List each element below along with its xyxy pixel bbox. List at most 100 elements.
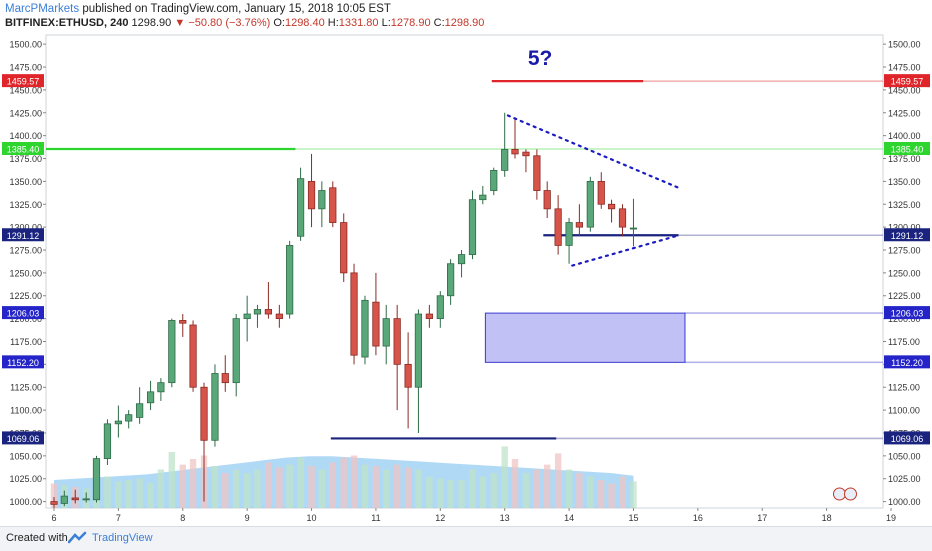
y-tick-label-right: 1250.00 xyxy=(888,268,921,278)
volume-bar xyxy=(598,480,605,508)
close-label: C: xyxy=(433,17,445,29)
y-tick-label-left: 1450.00 xyxy=(9,85,42,95)
volume-bar xyxy=(576,473,583,508)
candle-body xyxy=(136,403,144,418)
ohlc-line: BITFINEX:ETHUSD, 240 1298.90 ▼ −50.80 (−… xyxy=(5,17,484,29)
y-tick-label-left: 1375.00 xyxy=(9,154,42,164)
volume-bar xyxy=(543,464,551,508)
candle-body xyxy=(286,245,294,315)
candle-body xyxy=(189,324,197,388)
x-tick-label: 11 xyxy=(371,513,380,523)
low-label: L: xyxy=(381,17,391,29)
candle-body xyxy=(468,199,477,255)
footer: Created with TradingView xyxy=(0,526,932,551)
candle-body xyxy=(92,458,101,501)
level-price-label-left: 1291.12 xyxy=(7,231,40,241)
y-tick-label-left: 1425.00 xyxy=(9,108,42,118)
candle-body xyxy=(511,148,519,155)
candle-body xyxy=(146,391,155,404)
volume-bar xyxy=(254,469,261,508)
price-chart[interactable]: 1000.00 1000.00 1025.00 1025.00 1050.00 1050.… xyxy=(0,30,932,526)
candle-body xyxy=(50,501,58,505)
x-tick-label: 10 xyxy=(307,513,317,523)
volume-bar xyxy=(157,469,165,508)
y-tick-label-left: 1050.00 xyxy=(9,451,42,461)
candle-body xyxy=(275,313,283,320)
x-tick-label: 19 xyxy=(886,513,896,523)
volume-bar xyxy=(554,453,562,508)
down-arrow-icon: ▼ xyxy=(174,17,186,29)
open-value: 1298.40 xyxy=(284,17,325,29)
y-tick-label-right: 1350.00 xyxy=(888,177,921,187)
candle-body xyxy=(114,420,122,425)
candle-body xyxy=(221,373,229,384)
volume-bar xyxy=(147,482,154,508)
candle-body xyxy=(597,180,605,205)
y-tick-label-right: 1100.00 xyxy=(888,406,920,416)
tradingview-brand-link[interactable]: TradingView xyxy=(92,532,153,544)
volume-bar xyxy=(361,464,369,508)
candle-body xyxy=(436,295,444,320)
volume-bar xyxy=(189,459,197,508)
y-tick-label-left: 1250.00 xyxy=(9,268,42,278)
candle-body xyxy=(264,309,273,315)
y-tick-label-right: 1275.00 xyxy=(888,246,921,256)
volume-bar xyxy=(469,469,476,508)
candle-body xyxy=(232,318,240,384)
y-tick-label-left: 1275.00 xyxy=(9,246,42,256)
y-tick-label-left: 1025.00 xyxy=(9,474,42,484)
level-price-label-right: 1069.06 xyxy=(891,434,924,444)
level-price-label-left: 1385.40 xyxy=(7,144,40,154)
candle-body xyxy=(457,254,466,265)
volume-bar xyxy=(222,473,229,508)
y-tick-label-right: 1050.00 xyxy=(888,451,921,461)
y-tick-label-right: 1425.00 xyxy=(888,108,921,118)
candle-body xyxy=(425,313,433,320)
x-tick-label: 14 xyxy=(564,513,574,523)
candle-body xyxy=(565,222,573,246)
level-price-label-left: 1069.06 xyxy=(7,434,40,444)
level-price-tag-left xyxy=(2,228,44,242)
level-price-tag-right xyxy=(884,141,930,155)
candle-body xyxy=(125,414,133,422)
low-value: 1278.90 xyxy=(390,17,431,29)
author-link[interactable]: MarcPMarkets xyxy=(5,3,80,15)
volume-bar xyxy=(265,462,272,508)
volume-bar xyxy=(437,478,444,508)
volume-bar xyxy=(350,455,358,508)
x-tick-label: 7 xyxy=(116,513,121,523)
triangle-upper-line xyxy=(506,114,680,189)
x-tick-label: 15 xyxy=(628,513,638,523)
level-price-tag-right xyxy=(884,228,930,242)
candle-body xyxy=(618,208,627,228)
level-price-tag-left xyxy=(2,306,44,320)
x-tick-label: 16 xyxy=(693,513,703,523)
volume-bar xyxy=(168,452,176,508)
volume-bar xyxy=(179,464,186,508)
candle-body xyxy=(447,263,455,297)
volume-bar xyxy=(426,476,433,508)
y-tick-label-left: 1350.00 xyxy=(9,177,42,187)
level-price-tag-right xyxy=(884,355,930,369)
candle-body xyxy=(71,497,79,501)
candle-body xyxy=(522,151,530,157)
open-label: O: xyxy=(273,17,285,29)
x-tick-label: 8 xyxy=(180,513,185,523)
x-tick-label: 13 xyxy=(500,513,510,523)
candle-body xyxy=(479,194,487,201)
volume-bar xyxy=(404,467,412,508)
candle-body xyxy=(60,495,68,504)
publish-line: MarcPMarkets published on TradingView.co… xyxy=(5,3,391,15)
candle-body xyxy=(490,170,498,191)
candle-body xyxy=(607,203,616,210)
level-price-tag-right xyxy=(884,306,930,320)
y-tick-label-right: 1225.00 xyxy=(888,291,921,301)
candle-body xyxy=(329,187,337,223)
created-with-label: Created with xyxy=(6,532,68,544)
volume-bar xyxy=(340,457,347,508)
y-tick-label-right: 1400.00 xyxy=(888,131,921,141)
candle-body xyxy=(414,313,423,388)
candle-body xyxy=(243,313,251,320)
volume-bar xyxy=(490,473,497,508)
volume-bar xyxy=(619,476,626,508)
